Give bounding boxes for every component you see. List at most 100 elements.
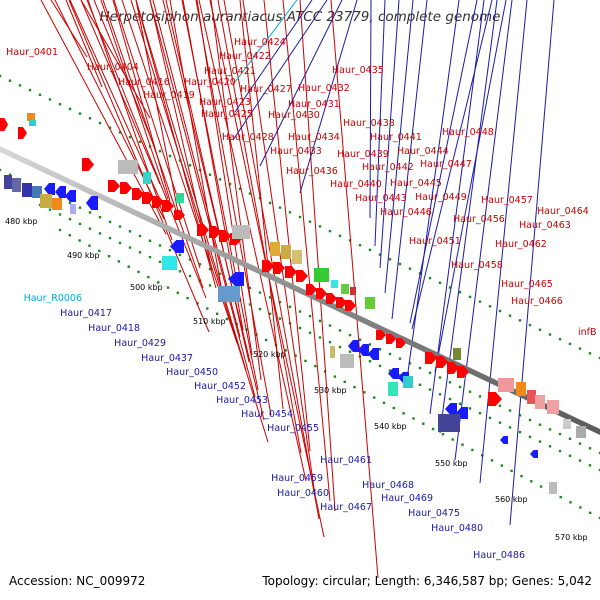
gene-label[interactable]: Haur_0436	[286, 166, 338, 177]
ring-tick-dot	[448, 381, 452, 384]
gene-label[interactable]: Haur_0417	[60, 308, 112, 319]
gene-label[interactable]: Haur_0428	[222, 132, 274, 143]
plus-strand-gene-arrow	[345, 300, 356, 311]
ring-tick-dot	[118, 225, 122, 228]
minus-strand-gene-arrow	[388, 368, 399, 379]
gene-label[interactable]: Haur_0420	[184, 77, 236, 88]
ring-tick-dot	[558, 338, 562, 341]
ring-tick-dot	[412, 417, 415, 420]
ring-tick-dot	[248, 192, 252, 195]
gene-block-pink	[547, 400, 559, 414]
gene-label[interactable]: Haur_0452	[194, 381, 246, 392]
ring-tick-dot	[428, 276, 432, 280]
gene-label[interactable]: Haur_0419	[143, 90, 195, 101]
ring-tick-dot	[428, 371, 432, 374]
gene-label[interactable]: Haur_0462	[495, 239, 547, 250]
gene-label[interactable]: Haur_0457	[481, 195, 533, 206]
gene-label[interactable]: Haur_0443	[355, 193, 407, 204]
gene-label[interactable]: Haur_0430	[268, 110, 320, 121]
gene-label[interactable]: Haur_0432	[298, 83, 350, 94]
ring-tick-dot	[98, 232, 102, 235]
ring-tick-dot	[58, 228, 62, 232]
ring-tick-dot	[158, 260, 162, 263]
gene-label[interactable]: Haur_0422	[219, 51, 271, 62]
gene-label[interactable]: Haur_0440	[330, 179, 382, 190]
gene-label[interactable]: Haur_0461	[320, 455, 372, 466]
gene-label[interactable]: Haur_0460	[277, 488, 329, 499]
gene-label[interactable]: Haur_0467	[320, 502, 372, 513]
gene-label[interactable]: Haur_0418	[88, 323, 140, 334]
gene-label[interactable]: Haur_0469	[381, 493, 433, 504]
gene-label[interactable]: Haur_0465	[501, 279, 553, 290]
ring-tick-dot	[48, 208, 52, 211]
ring-tick-dot	[138, 251, 142, 254]
gene-label[interactable]: Haur_0448	[442, 127, 494, 138]
gene-label[interactable]: infB	[578, 327, 597, 338]
gene-label[interactable]: Haur_0401	[6, 47, 58, 58]
ring-tick-dot	[558, 432, 562, 436]
ring-tick-dot	[78, 206, 82, 209]
plus-strand-gene-arrow	[162, 200, 174, 212]
gene-label[interactable]: Haur_0429	[114, 338, 166, 349]
gene-label[interactable]: Haur_0444	[397, 146, 449, 157]
ring-tick-dot	[208, 284, 212, 287]
gene-label[interactable]: Haur_0459	[271, 473, 323, 484]
gene-label[interactable]: Haur_0450	[166, 367, 218, 378]
ring-tick-dot	[508, 426, 512, 429]
gene-label[interactable]: Haur_R0006	[24, 293, 82, 304]
gene-label[interactable]: Haur_0438	[343, 118, 395, 129]
ring-tick-dot	[128, 246, 132, 249]
gene-label[interactable]: Haur_0455	[267, 423, 319, 434]
gene-label[interactable]: Haur_0404	[87, 62, 139, 73]
gene-block-navy	[4, 175, 12, 189]
plus-strand-gene-arrow	[436, 356, 448, 368]
gene-label[interactable]: Haur_0437	[141, 353, 193, 364]
gene-label[interactable]: Haur_0439	[337, 149, 389, 160]
gene-label[interactable]: Haur_0427	[240, 84, 292, 95]
gene-label[interactable]: Haur_0468	[362, 480, 414, 491]
gene-features	[0, 113, 586, 494]
gene-label[interactable]: Haur_0464	[537, 206, 589, 217]
ring-tick-dot	[508, 409, 512, 412]
gene-label[interactable]: Haur_0421	[204, 66, 256, 77]
leader-line	[234, 0, 298, 83]
gene-label[interactable]: Haur_0486	[473, 550, 525, 561]
gene-block-tan	[330, 346, 335, 358]
gene-label[interactable]: Haur_0435	[332, 65, 384, 76]
gene-label[interactable]: Haur_0453	[216, 395, 268, 406]
plus-strand-gene-arrow	[209, 226, 221, 238]
ring-tick-dot	[568, 454, 572, 457]
gene-label[interactable]: Haur_0458	[451, 260, 503, 271]
ring-tick-dot	[333, 375, 337, 378]
gene-label[interactable]: Haur_0434	[288, 132, 340, 143]
plus-strand-gene-arrow	[108, 180, 120, 192]
gene-label[interactable]: Haur_0445	[390, 178, 442, 189]
ring-tick-dot	[158, 244, 162, 247]
gene-label[interactable]: Haur_0449	[415, 192, 467, 203]
leader-line	[196, 0, 253, 356]
gene-block-cyan	[143, 172, 151, 184]
ring-tick-dot	[378, 348, 382, 351]
gene-label[interactable]: Haur_0433	[270, 146, 322, 157]
gene-label[interactable]: Haur_0442	[362, 162, 414, 173]
gene-label[interactable]: Haur_0416	[118, 77, 170, 88]
ring-tick-dot	[58, 213, 62, 216]
plus-strand-gene-arrow	[396, 338, 406, 348]
gene-label[interactable]: Haur_0456	[453, 214, 505, 225]
gene-label[interactable]: Haur_0466	[511, 296, 563, 307]
gene-label[interactable]: Haur_0424	[234, 37, 286, 48]
gene-label[interactable]: Haur_0480	[431, 523, 483, 534]
gene-label[interactable]: Haur_0423	[199, 97, 251, 108]
minus-strand-gene-arrow	[228, 272, 244, 286]
gene-label[interactable]: Haur_0446	[380, 207, 432, 218]
gene-label[interactable]: Haur_0451	[409, 236, 461, 247]
gene-label[interactable]: Haur_0463	[519, 220, 571, 231]
gene-label[interactable]: Haur_0475	[408, 508, 460, 519]
gene-block-red	[527, 390, 536, 404]
gene-label[interactable]: Haur_0431	[288, 99, 340, 110]
gene-label[interactable]: Haur_0447	[420, 159, 472, 170]
gene-label[interactable]: Haur_0441	[370, 132, 422, 143]
gene-label[interactable]: Haur_0425	[201, 109, 253, 120]
gene-label[interactable]: Haur_0454	[241, 409, 293, 420]
